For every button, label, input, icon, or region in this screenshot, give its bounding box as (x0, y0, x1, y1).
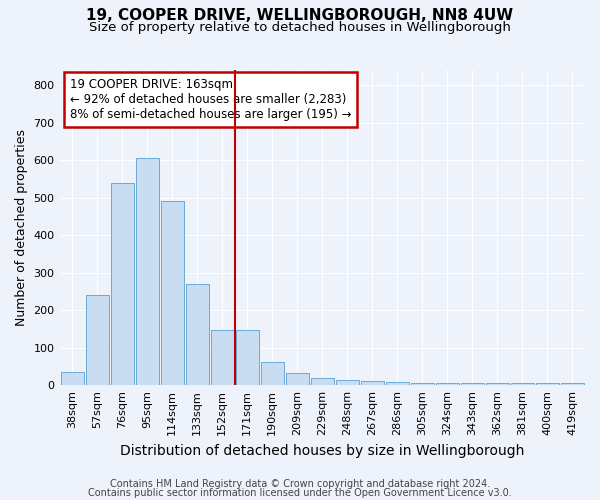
Text: Contains public sector information licensed under the Open Government Licence v3: Contains public sector information licen… (88, 488, 512, 498)
Bar (185, 284, 209, 385)
Bar (336, 380, 359, 385)
Text: Size of property relative to detached houses in Wellingborough: Size of property relative to detached ho… (89, 21, 511, 34)
Bar (561, 382, 584, 385)
Text: 19, COOPER DRIVE, WELLINGBOROUGH, NN8 4UW: 19, COOPER DRIVE, WELLINGBOROUGH, NN8 4U… (86, 8, 514, 22)
Bar (486, 384, 509, 385)
Bar (386, 382, 409, 385)
Text: 19 COOPER DRIVE: 163sqm
← 92% of detached houses are smaller (2,283)
8% of semi-: 19 COOPER DRIVE: 163sqm ← 92% of detache… (70, 78, 352, 121)
Bar (461, 384, 484, 385)
Text: Contains HM Land Registry data © Crown copyright and database right 2024.: Contains HM Land Registry data © Crown c… (110, 479, 490, 489)
Bar (261, 362, 284, 385)
Bar (536, 384, 559, 385)
Bar (61, 372, 83, 385)
Bar (211, 330, 233, 385)
Bar (161, 202, 184, 385)
Bar (361, 380, 384, 385)
Bar (411, 382, 434, 385)
Bar (436, 383, 459, 385)
Y-axis label: Number of detached properties: Number of detached properties (15, 129, 28, 326)
Bar (136, 158, 158, 385)
Bar (311, 378, 334, 385)
Bar (286, 373, 309, 385)
Bar (511, 384, 534, 385)
Bar (86, 295, 109, 385)
X-axis label: Distribution of detached houses by size in Wellingborough: Distribution of detached houses by size … (120, 444, 524, 458)
Bar (236, 330, 259, 385)
Bar (110, 182, 134, 385)
